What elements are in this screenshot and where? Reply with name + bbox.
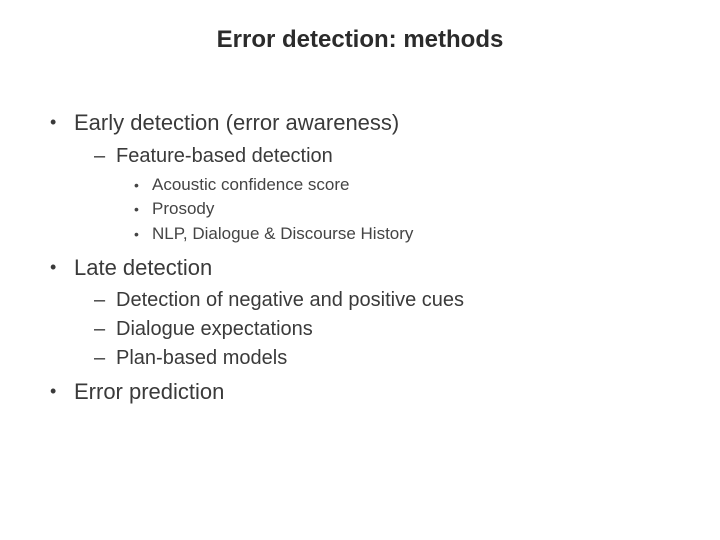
slide-content: • Early detection (error awareness) – Fe…: [50, 108, 680, 411]
bullet-list-level1: • Early detection (error awareness) – Fe…: [50, 108, 680, 407]
bullet-icon: •: [50, 377, 74, 407]
dash-icon: –: [94, 142, 116, 171]
list-item: • Early detection (error awareness) – Fe…: [50, 108, 680, 247]
dash-icon: –: [94, 286, 116, 315]
dash-icon: –: [94, 344, 116, 373]
bullet-icon: •: [134, 173, 152, 198]
list-item-text: Acoustic confidence score: [152, 173, 350, 198]
list-item: • Error prediction: [50, 377, 680, 407]
list-item-text: Detection of negative and positive cues: [116, 286, 464, 315]
list-item-text: NLP, Dialogue & Discourse History: [152, 222, 413, 247]
list-item: • NLP, Dialogue & Discourse History: [134, 222, 680, 247]
bullet-icon: •: [134, 197, 152, 222]
bullet-list-level2: – Feature-based detection • Acoustic con…: [94, 142, 680, 247]
list-item-text: Feature-based detection: [116, 142, 333, 171]
list-item: • Late detection – Detection of negative…: [50, 253, 680, 374]
list-item: – Feature-based detection • Acoustic con…: [94, 142, 680, 247]
bullet-icon: •: [134, 222, 152, 247]
list-item: – Detection of negative and positive cue…: [94, 286, 680, 315]
list-item-text: Plan-based models: [116, 344, 287, 373]
bullet-icon: •: [50, 253, 74, 283]
slide-title: Error detection: methods: [0, 26, 720, 54]
list-item: – Plan-based models: [94, 344, 680, 373]
bullet-icon: •: [50, 108, 74, 138]
list-item-text: Early detection (error awareness): [74, 108, 399, 138]
slide: Error detection: methods • Early detecti…: [0, 0, 720, 540]
bullet-list-level2: – Detection of negative and positive cue…: [94, 286, 680, 373]
list-item: • Prosody: [134, 197, 680, 222]
list-item-text: Prosody: [152, 197, 214, 222]
bullet-list-level3: • Acoustic confidence score • Prosody: [134, 173, 680, 247]
list-item: – Dialogue expectations: [94, 315, 680, 344]
list-item-text: Late detection: [74, 253, 212, 283]
list-item-text: Dialogue expectations: [116, 315, 313, 344]
dash-icon: –: [94, 315, 116, 344]
list-item-text: Error prediction: [74, 377, 224, 407]
list-item: • Acoustic confidence score: [134, 173, 680, 198]
